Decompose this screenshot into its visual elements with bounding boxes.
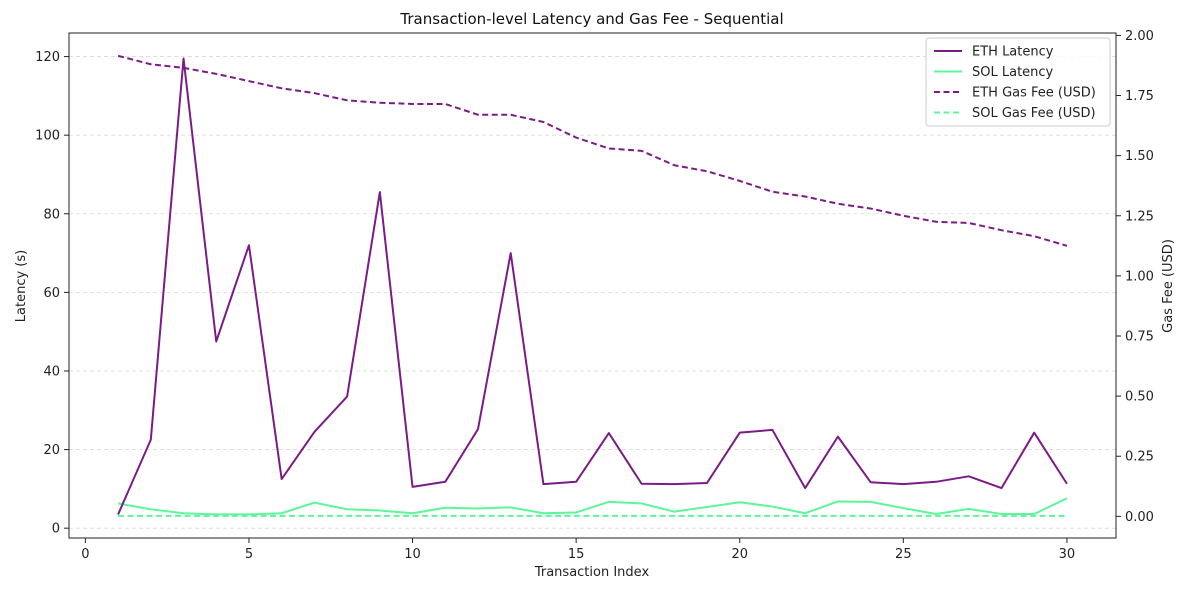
legend-label: ETH Latency xyxy=(972,45,1054,60)
x-tick-label: 0 xyxy=(81,547,89,562)
series-layer xyxy=(117,54,1068,517)
y2-tick-label: 2.00 xyxy=(1125,29,1154,44)
y-axis-title: Latency (s) xyxy=(14,250,29,322)
series-line-sol-latency xyxy=(117,497,1068,516)
legend-box xyxy=(925,37,1111,127)
y2-tick-label: 1.75 xyxy=(1125,89,1154,104)
y2-tick-label: 1.50 xyxy=(1125,149,1154,164)
x-tick-label: 20 xyxy=(731,547,748,562)
y-tick-label: 60 xyxy=(43,286,60,301)
y2-tick-label: 0.00 xyxy=(1125,510,1154,525)
y2-tick-label: 1.00 xyxy=(1125,269,1154,284)
y2-axis-title: Gas Fee (USD) xyxy=(1161,239,1176,333)
y-tick-label: 120 xyxy=(35,50,60,65)
x-axis-title: Transaction Index xyxy=(534,565,650,580)
x-axis: 0 5 10 15 20 25 30 xyxy=(81,538,1075,562)
y2-tick-label: 0.50 xyxy=(1125,390,1154,405)
x-tick-label: 10 xyxy=(404,547,421,562)
legend-label: ETH Gas Fee (USD) xyxy=(972,86,1096,101)
x-tick-label: 5 xyxy=(245,547,253,562)
chart-title: Transaction-level Latency and Gas Fee - … xyxy=(399,10,783,28)
y2-tick-label: 0.75 xyxy=(1125,330,1154,345)
y2-tick-label: 0.25 xyxy=(1125,450,1154,465)
x-tick-label: 25 xyxy=(895,547,912,562)
y-tick-label: 80 xyxy=(43,207,60,222)
plot-frame xyxy=(68,32,1117,539)
y-axis-left: 0 20 40 60 80 100 120 xyxy=(35,50,69,537)
y-tick-label: 40 xyxy=(43,364,60,379)
y-tick-label: 20 xyxy=(43,443,60,458)
y-tick-label: 0 xyxy=(52,522,60,537)
series-line-eth-gas-fee-usd xyxy=(117,54,1068,247)
series-line-eth-latency xyxy=(117,57,1068,515)
x-tick-label: 15 xyxy=(568,547,585,562)
legend-label: SOL Gas Fee (USD) xyxy=(972,106,1096,121)
y-axis-right: 0.00 0.25 0.50 0.75 1.00 1.25 1.50 1.75 2.00 xyxy=(1116,29,1154,525)
y-tick-label: 100 xyxy=(35,129,60,144)
x-tick-label: 30 xyxy=(1059,547,1076,562)
y2-tick-label: 1.25 xyxy=(1125,209,1154,224)
legend-label: SOL Latency xyxy=(972,65,1054,80)
legend: ETH Latency SOL Latency ETH Gas Fee (USD) S… xyxy=(925,37,1111,127)
